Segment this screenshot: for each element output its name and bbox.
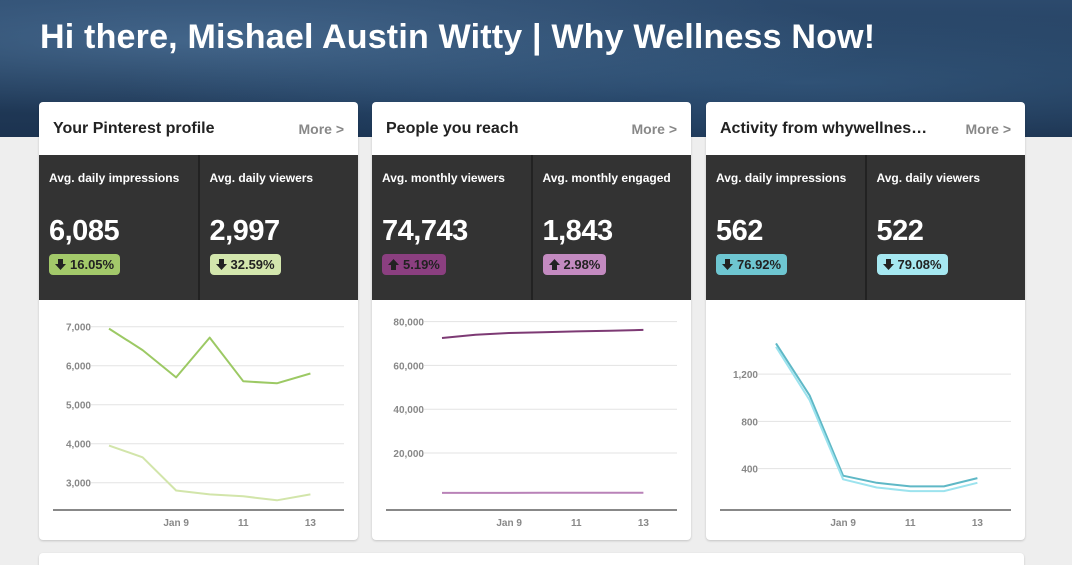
more-link[interactable]: More >	[965, 120, 1011, 137]
stats-panel: Avg. daily impressions 562 76.92% Avg. d…	[706, 155, 1025, 300]
stat-avg-daily-viewers: Avg. daily viewers 522 79.08%	[864, 155, 1026, 300]
line-chart-people-you-reach: 20,000 40,000 60,000 80,000 Jan 9 11 13	[372, 300, 691, 540]
stat-value: 522	[876, 215, 924, 247]
change-value: 16.05%	[70, 257, 115, 272]
series-line	[775, 342, 978, 488]
change-badge: 79.08%	[876, 254, 948, 275]
series-line	[775, 346, 978, 493]
arrow-down-icon	[882, 259, 894, 270]
x-tick-label: 11	[905, 518, 916, 529]
change-value: 79.08%	[897, 257, 942, 272]
change-value: 5.19%	[403, 257, 440, 272]
arrow-up-icon	[548, 259, 560, 270]
series-line	[108, 327, 311, 385]
stats-panel: Avg. daily impressions 6,085 16.05% Avg.…	[39, 155, 358, 300]
card-header: Activity from whywellnes… More >	[706, 102, 1025, 155]
x-tick-label: 13	[972, 518, 984, 529]
stat-label: Avg. monthly engaged	[542, 171, 671, 185]
x-tick-label: 11	[571, 518, 582, 529]
card-title: Activity from whywellnes…	[720, 119, 928, 137]
card-activity: Activity from whywellnes… More > Avg. da…	[706, 102, 1025, 540]
y-tick-label: 1,200	[733, 370, 758, 381]
change-badge: 2.98%	[542, 254, 607, 275]
stat-avg-daily-impressions: Avg. daily impressions 562 76.92%	[706, 155, 865, 300]
stat-value: 562	[716, 215, 763, 247]
stat-label: Avg. monthly viewers	[382, 171, 505, 185]
arrow-down-icon	[55, 259, 66, 270]
change-value: 2.98%	[563, 257, 601, 272]
card-header: People you reach More >	[372, 102, 691, 155]
change-badge: 32.59%	[209, 254, 281, 275]
change-value: 76.92%	[737, 257, 782, 272]
y-tick-label: 80,000	[393, 318, 424, 329]
x-tick-label: Jan 9	[163, 518, 189, 529]
stat-value: 6,085	[49, 215, 120, 247]
stat-label: Avg. daily impressions	[49, 171, 180, 185]
stat-value: 2,997	[209, 215, 281, 247]
more-link[interactable]: More >	[298, 120, 344, 137]
y-tick-label: 60,000	[393, 361, 424, 372]
card-people-you-reach: People you reach More > Avg. monthly vie…	[372, 102, 691, 540]
stats-panel: Avg. monthly viewers 74,743 5.19% Avg. m…	[372, 155, 691, 300]
x-tick-label: 11	[238, 518, 249, 529]
chart-svg: 3,000 4,000 5,000 6,000 7,000 Jan 9 11 13	[53, 323, 344, 529]
card-pinterest-profile: Your Pinterest profile More > Avg. daily…	[39, 102, 358, 540]
next-card	[39, 553, 1024, 565]
y-tick-label: 400	[741, 465, 758, 476]
chart-svg: 400 800 1,200 Jan 9 11 13	[720, 342, 1011, 529]
chart-svg: 20,000 40,000 60,000 80,000 Jan 9 11 13	[386, 318, 677, 529]
y-tick-label: 3,000	[66, 479, 91, 490]
stat-avg-monthly-viewers: Avg. monthly viewers 74,743 5.19%	[372, 155, 531, 300]
y-tick-label: 5,000	[66, 401, 91, 412]
change-badge: 76.92%	[716, 254, 788, 275]
card-title: People you reach	[386, 119, 519, 137]
x-tick-label: Jan 9	[830, 518, 856, 529]
arrow-down-icon	[722, 259, 733, 270]
arrow-up-icon	[388, 259, 399, 270]
change-value: 32.59%	[230, 257, 275, 272]
y-tick-label: 6,000	[66, 362, 91, 373]
page-title: Hi there, Mishael Austin Witty | Why Wel…	[40, 18, 876, 56]
line-chart-activity: 400 800 1,200 Jan 9 11 13	[706, 300, 1025, 540]
stat-avg-monthly-engaged: Avg. monthly engaged 1,843 2.98%	[530, 155, 692, 300]
stat-avg-daily-impressions: Avg. daily impressions 6,085 16.05%	[39, 155, 198, 300]
change-badge: 5.19%	[382, 254, 446, 275]
y-tick-label: 4,000	[66, 440, 91, 451]
stat-label: Avg. daily viewers	[876, 171, 981, 185]
change-badge: 16.05%	[49, 254, 121, 275]
y-tick-label: 7,000	[66, 323, 91, 334]
stat-label: Avg. daily viewers	[209, 171, 314, 185]
x-tick-label: Jan 9	[496, 518, 522, 529]
y-tick-label: 40,000	[393, 405, 424, 416]
card-title: Your Pinterest profile	[53, 119, 215, 137]
x-tick-label: 13	[305, 518, 317, 529]
x-tick-label: 13	[638, 518, 650, 529]
stat-value: 1,843	[542, 215, 614, 247]
stat-label: Avg. daily impressions	[716, 171, 847, 185]
y-tick-label: 800	[741, 417, 758, 428]
more-link[interactable]: More >	[631, 120, 677, 137]
series-line	[441, 328, 644, 339]
stat-value: 74,743	[382, 215, 468, 247]
line-chart-pinterest-profile: 3,000 4,000 5,000 6,000 7,000 Jan 9 11 13	[39, 300, 358, 540]
y-tick-label: 20,000	[393, 449, 424, 460]
stat-avg-daily-viewers: Avg. daily viewers 2,997 32.59%	[197, 155, 359, 300]
arrow-down-icon	[215, 259, 227, 270]
series-line	[108, 444, 311, 502]
card-header: Your Pinterest profile More >	[39, 102, 358, 155]
